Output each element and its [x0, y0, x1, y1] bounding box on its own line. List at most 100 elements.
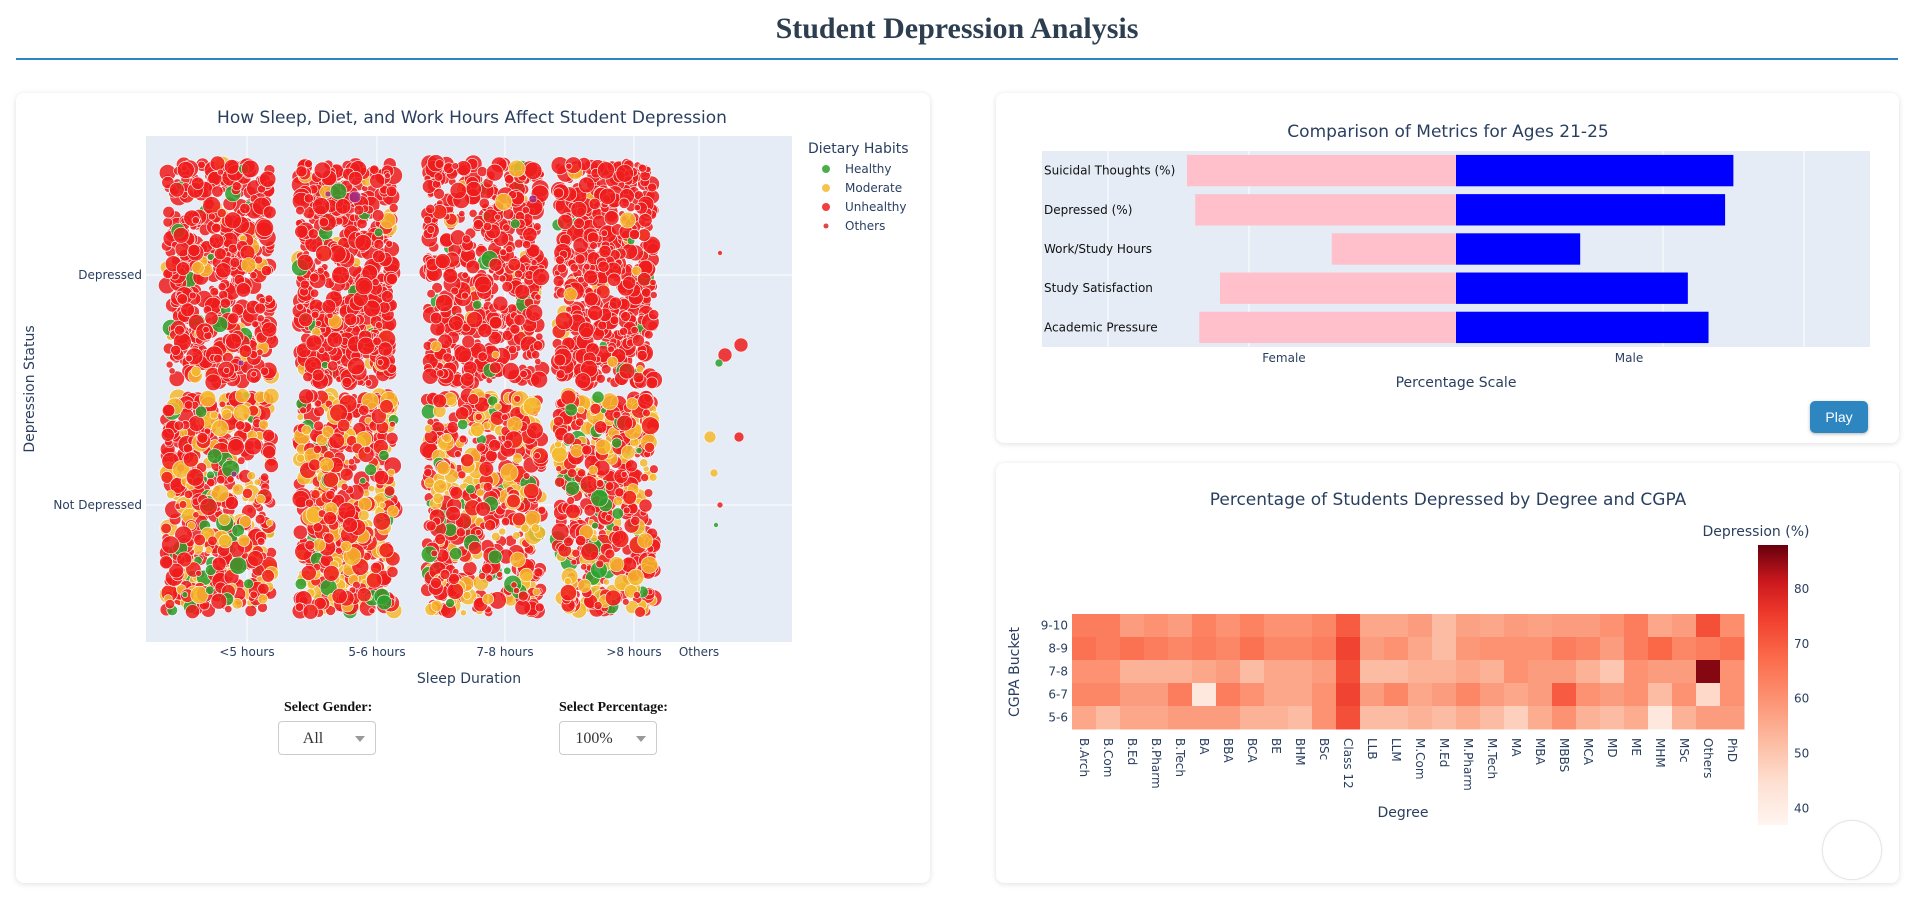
scatter-point[interactable]: [168, 367, 176, 375]
scatter-point[interactable]: [466, 311, 483, 329]
scatter-point[interactable]: [329, 182, 348, 201]
scatter-point[interactable]: [265, 518, 274, 527]
scatter-point[interactable]: [607, 345, 615, 353]
scatter-point[interactable]: [501, 362, 520, 381]
scatter-point[interactable]: [630, 326, 639, 335]
scatter-point[interactable]: [303, 193, 314, 204]
scatter-point[interactable]: [385, 185, 398, 198]
scatter-point[interactable]: [462, 234, 472, 244]
scatter-point[interactable]: [487, 331, 502, 346]
scatter-point[interactable]: [197, 160, 206, 169]
heatmap-cell[interactable]: [1288, 660, 1313, 684]
scatter-point[interactable]: [312, 197, 331, 216]
heatmap-cell[interactable]: [1480, 683, 1505, 707]
percentage-dropdown[interactable]: 100%: [559, 721, 657, 755]
scatter-point[interactable]: [507, 257, 521, 272]
scatter-point[interactable]: [604, 514, 613, 522]
scatter-point[interactable]: [454, 450, 462, 458]
scatter-point[interactable]: [227, 312, 240, 325]
scatter-point[interactable]: [555, 255, 565, 265]
scatter-point[interactable]: [606, 272, 622, 287]
scatter-point[interactable]: [174, 324, 185, 336]
heatmap-cell[interactable]: [1456, 706, 1481, 730]
scatter-point[interactable]: [603, 210, 620, 226]
comparison-chart[interactable]: Comparison of Metrics for Ages 21-25 Sui…: [996, 93, 1899, 443]
scatter-point[interactable]: [312, 444, 322, 454]
scatter-point[interactable]: [524, 161, 543, 180]
scatter-point[interactable]: [611, 507, 624, 520]
scatter-point[interactable]: [218, 513, 231, 526]
scatter-point[interactable]: [583, 291, 599, 307]
scatter-point[interactable]: [457, 470, 467, 480]
scatter-point[interactable]: [259, 170, 277, 188]
scatter-point[interactable]: [474, 528, 482, 536]
heatmap-cell[interactable]: [1552, 660, 1577, 684]
scatter-point[interactable]: [310, 489, 321, 500]
heatmap-cell[interactable]: [1408, 706, 1433, 730]
scatter-point[interactable]: [295, 165, 308, 178]
scatter-point[interactable]: [435, 294, 454, 313]
scatter-point[interactable]: [164, 599, 175, 610]
scatter-point[interactable]: [304, 159, 313, 168]
scatter-point[interactable]: [442, 432, 453, 443]
scatter-point[interactable]: [532, 340, 544, 351]
legend-item[interactable]: Moderate: [822, 181, 902, 195]
scatter-point[interactable]: [570, 201, 588, 218]
scatter-point[interactable]: [366, 572, 383, 589]
scatter-point[interactable]: [574, 372, 591, 389]
heatmap-cell[interactable]: [1480, 706, 1505, 730]
scatter-point[interactable]: [430, 549, 438, 558]
scatter-point[interactable]: [363, 299, 381, 318]
scatter-point[interactable]: [553, 353, 567, 367]
heatmap-cell[interactable]: [1552, 637, 1577, 661]
scatter-point[interactable]: [364, 379, 373, 387]
scatter-point[interactable]: [378, 449, 390, 461]
scatter-point[interactable]: [608, 556, 625, 572]
scatter-point[interactable]: [645, 376, 659, 389]
scatter-point[interactable]: [324, 190, 332, 198]
scatter-point[interactable]: [733, 337, 749, 353]
scatter-point[interactable]: [523, 482, 540, 499]
scatter-point[interactable]: [304, 498, 314, 508]
scatter-point[interactable]: [595, 479, 605, 488]
scatter-point[interactable]: [565, 480, 580, 496]
scatter-point[interactable]: [430, 340, 442, 353]
scatter-point[interactable]: [209, 155, 226, 172]
scatter-point[interactable]: [578, 176, 595, 194]
scatter-point[interactable]: [595, 559, 605, 569]
scatter-point[interactable]: [240, 257, 257, 273]
scatter-point[interactable]: [475, 501, 491, 517]
legend-item[interactable]: Unhealthy: [822, 200, 906, 214]
scatter-point[interactable]: [182, 451, 199, 468]
scatter-point[interactable]: [498, 274, 507, 283]
heatmap-cell[interactable]: [1072, 637, 1097, 661]
scatter-point[interactable]: [503, 439, 513, 449]
scatter-point[interactable]: [559, 584, 577, 602]
scatter-point[interactable]: [482, 593, 494, 605]
scatter-point[interactable]: [639, 458, 649, 468]
scatter-point[interactable]: [478, 197, 490, 209]
scatter-point[interactable]: [255, 493, 266, 504]
scatter-point[interactable]: [214, 247, 227, 261]
heatmap-cell[interactable]: [1600, 683, 1625, 707]
scatter-point[interactable]: [583, 504, 596, 517]
scatter-point[interactable]: [622, 275, 636, 290]
scatter-point[interactable]: [159, 555, 173, 570]
heatmap-cell[interactable]: [1144, 683, 1169, 707]
heatmap-cell[interactable]: [1720, 637, 1745, 661]
scatter-point[interactable]: [234, 388, 250, 404]
scatter-point[interactable]: [611, 437, 623, 449]
scatter-point[interactable]: [237, 534, 251, 547]
scatter-point[interactable]: [620, 444, 636, 460]
heatmap-cell[interactable]: [1720, 706, 1745, 730]
heatmap-cell[interactable]: [1312, 637, 1337, 661]
scatter-point[interactable]: [589, 402, 602, 415]
heatmap-cell[interactable]: [1336, 614, 1361, 638]
heatmap-cell[interactable]: [1504, 683, 1529, 707]
heatmap-cell[interactable]: [1528, 706, 1553, 730]
scatter-point[interactable]: [638, 213, 653, 228]
scatter-point[interactable]: [300, 564, 317, 581]
scatter-point[interactable]: [648, 472, 658, 482]
heatmap-cell[interactable]: [1456, 614, 1481, 638]
scatter-point[interactable]: [358, 509, 370, 522]
